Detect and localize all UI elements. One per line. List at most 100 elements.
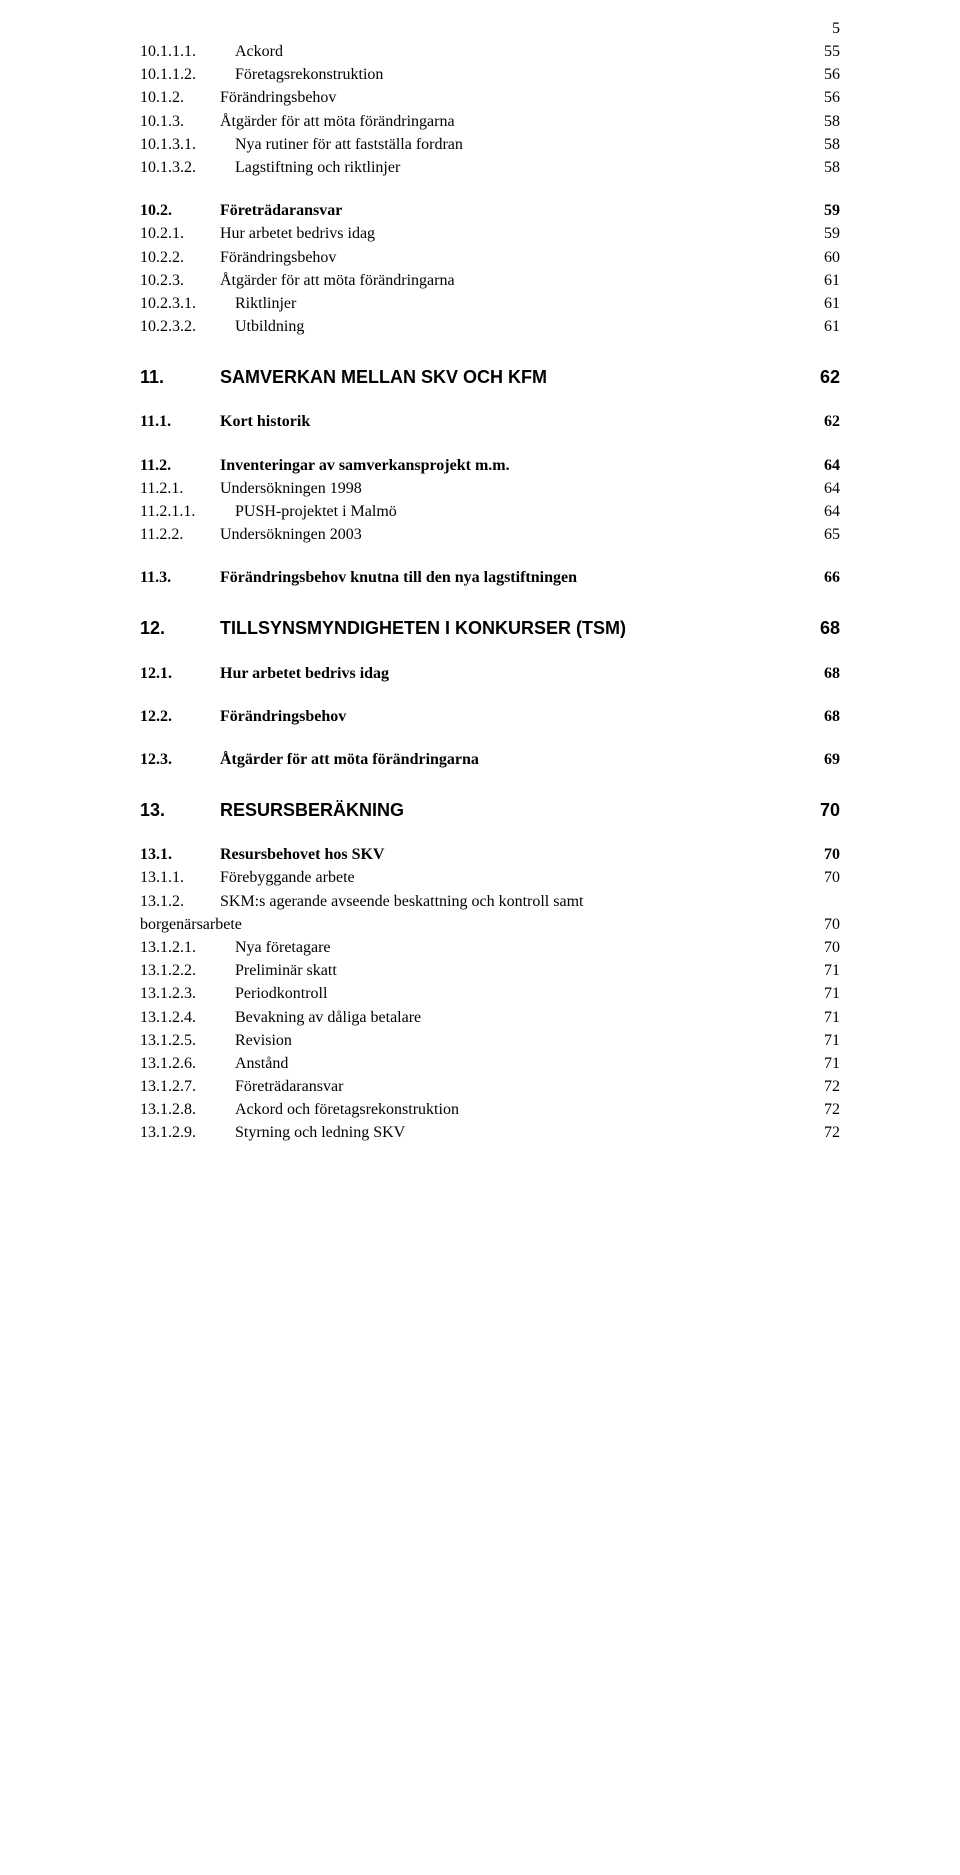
toc-entry-number: 13.1.1. [140,866,220,889]
toc-entry-number: 11. [140,364,220,390]
toc-entry-label: Undersökningen 1998 [220,477,812,500]
toc-entry-number: 11.2.1. [140,477,220,500]
toc-entry-number: 13.1.2.7. [140,1075,235,1098]
toc-entry-label: Riktlinjer [235,292,812,315]
toc-entry-number: 10.2. [140,199,220,222]
toc-entry-label: TILLSYNSMYNDIGHETEN I KONKURSER (TSM) [220,615,808,641]
toc-entry-number: 10.1.3. [140,110,220,133]
toc-entry: 10.2.3.2. Utbildning61 [140,315,840,338]
toc-entry: 13.1.2.4. Bevakning av dåliga betalare71 [140,1006,840,1029]
toc-entry: 10.1.3.2. Lagstiftning och riktlinjer58 [140,156,840,179]
toc-entry-label: borgenärsarbete [140,913,812,936]
toc-entry-page: 56 [824,86,840,109]
toc-entry: 12.3. Åtgärder för att möta förändringar… [140,748,840,771]
toc-entry-number: 10.2.1. [140,222,220,245]
toc-entry-label: Styrning och ledning SKV [235,1121,812,1144]
toc-entry: 12.1. Hur arbetet bedrivs idag68 [140,662,840,685]
toc-entry-number: 13. [140,797,220,823]
table-of-contents: 10.1.1.1. Ackord5510.1.1.2. Företagsreko… [140,40,840,1145]
toc-entry-page: 58 [824,133,840,156]
toc-entry: 11.3. Förändringsbehov knutna till den n… [140,566,840,589]
toc-entry: 13. RESURSBERÄKNING70 [140,797,840,823]
toc-entry: 11.1. Kort historik62 [140,410,840,433]
toc-entry-label: Åtgärder för att möta förändringarna [220,269,812,292]
toc-entry-label: PUSH-projektet i Malmö [235,500,812,523]
toc-entry-label: Företrädaransvar [220,199,812,222]
toc-entry: 10.1.2. Förändringsbehov56 [140,86,840,109]
toc-entry-page: 70 [824,866,840,889]
toc-entry-label: Anstånd [235,1052,812,1075]
toc-entry: 10.2.2. Förändringsbehov60 [140,246,840,269]
toc-entry-number: 11.2.2. [140,523,220,546]
toc-entry: 11.2.1. Undersökningen 199864 [140,477,840,500]
toc-entry-number: 11.2. [140,454,220,477]
toc-entry-page: 59 [824,222,840,245]
toc-entry-number: 13.1.2.6. [140,1052,235,1075]
toc-entry-page: 72 [824,1075,840,1098]
toc-entry-page: 66 [824,566,840,589]
toc-entry-number: 13.1.2.8. [140,1098,235,1121]
toc-entry-page: 68 [820,615,840,641]
toc-entry-number: 12. [140,615,220,641]
toc-entry-page: 61 [824,292,840,315]
toc-entry-label: Hur arbetet bedrivs idag [220,222,812,245]
toc-entry: 10.2. Företrädaransvar 59 [140,199,840,222]
toc-entry-number: 10.1.3.2. [140,156,235,179]
toc-entry-page: 59 [824,199,840,222]
toc-entry-number: 13.1.2.9. [140,1121,235,1144]
toc-entry-number: 11.3. [140,566,220,589]
toc-entry-number: 12.2. [140,705,220,728]
toc-entry-number: 11.2.1.1. [140,500,235,523]
toc-entry-page: 72 [824,1121,840,1144]
toc-entry: 10.2.3. Åtgärder för att möta förändring… [140,269,840,292]
toc-entry-page: 70 [820,797,840,823]
toc-entry: 13.1.2. SKM:s agerande avseende beskattn… [140,890,840,913]
toc-entry-page: 64 [824,454,840,477]
toc-entry-label: Nya rutiner för att fastställa fordran [235,133,812,156]
toc-entry-label: Åtgärder för att möta förändringarna [220,110,812,133]
toc-entry-page: 70 [824,936,840,959]
toc-entry-label: Preliminär skatt [235,959,812,982]
toc-entry: 13.1.2.7. Företrädaransvar72 [140,1075,840,1098]
toc-entry-number: 10.1.1.1. [140,40,235,63]
toc-entry-number: 10.2.3.1. [140,292,235,315]
toc-entry-number: 13.1.2.2. [140,959,235,982]
toc-entry-page: 68 [824,705,840,728]
toc-entry-page: 72 [824,1098,840,1121]
toc-entry-page: 71 [824,982,840,1005]
toc-entry-number: 13.1.2.3. [140,982,235,1005]
toc-entry-label: Nya företagare [235,936,812,959]
toc-entry-number: 10.1.3.1. [140,133,235,156]
page-number: 5 [832,20,840,38]
toc-entry-number: 10.1.1.2. [140,63,235,86]
toc-entry: 10.2.3.1. Riktlinjer 61 [140,292,840,315]
toc-entry-label: Förebyggande arbete [220,866,812,889]
toc-entry-label: Förändringsbehov [220,246,812,269]
toc-entry-page: 58 [824,156,840,179]
toc-entry-page: 56 [824,63,840,86]
toc-entry: 10.1.1.2. Företagsrekonstruktion56 [140,63,840,86]
toc-entry-page: 55 [824,40,840,63]
toc-entry: 13.1.1. Förebyggande arbete 70 [140,866,840,889]
toc-entry-number: 12.3. [140,748,220,771]
toc-entry: 13.1.2.6. Anstånd71 [140,1052,840,1075]
toc-entry-page: 62 [820,364,840,390]
toc-entry-label: Hur arbetet bedrivs idag [220,662,812,685]
toc-entry-label: Förändringsbehov [220,705,812,728]
toc-entry-page: 71 [824,1006,840,1029]
toc-entry-label: Utbildning [235,315,812,338]
toc-entry-page: 71 [824,959,840,982]
toc-entry-label: Förändringsbehov [220,86,812,109]
toc-entry-number: 12.1. [140,662,220,685]
toc-entry: 10.1.3.1. Nya rutiner för att fastställa… [140,133,840,156]
toc-entry-label: SAMVERKAN MELLAN SKV OCH KFM [220,364,808,390]
toc-entry: 11.2.1.1. PUSH-projektet i Malmö64 [140,500,840,523]
toc-entry-page: 70 [824,843,840,866]
toc-entry-number: 10.2.2. [140,246,220,269]
toc-entry-number: 13.1.2.5. [140,1029,235,1052]
document-page: 5 10.1.1.1. Ackord5510.1.1.2. Företagsre… [0,0,960,1205]
toc-entry-label: Kort historik [220,410,812,433]
toc-entry-continuation: borgenärsarbete70 [140,913,840,936]
toc-entry: 12. TILLSYNSMYNDIGHETEN I KONKURSER (TSM… [140,615,840,641]
toc-entry-page: 58 [824,110,840,133]
